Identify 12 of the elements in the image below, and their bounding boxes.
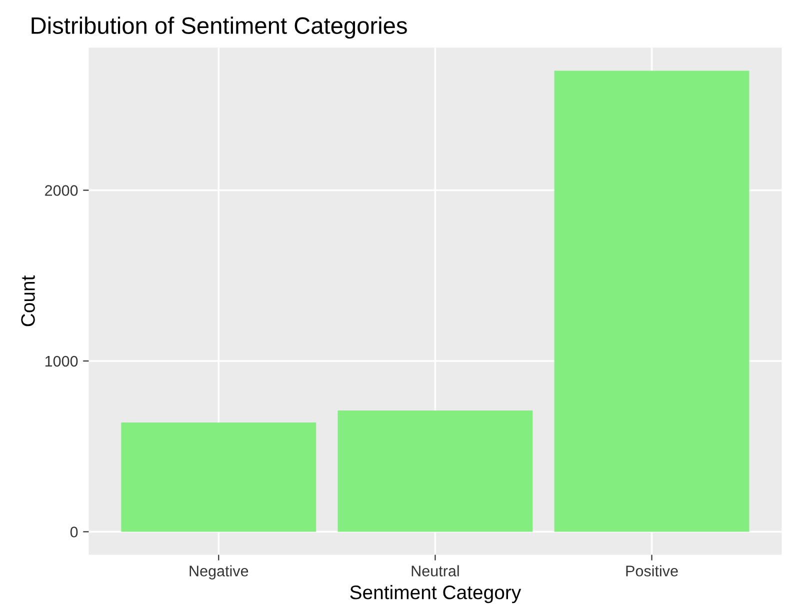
y-tick-label: 0	[70, 526, 78, 538]
bar	[554, 70, 750, 532]
chart-title: Distribution of Sentiment Categories	[32, 16, 407, 39]
bar	[338, 410, 533, 532]
x-axis-title: Sentiment Category	[350, 585, 522, 604]
y-axis-title: Count	[21, 275, 35, 326]
y-tick-label: 2000	[45, 185, 78, 196]
x-tick-label: Positive	[626, 565, 678, 576]
bar	[121, 422, 316, 532]
x-tick-label: Neutral	[412, 565, 459, 576]
x-tick-label: Negative	[190, 565, 248, 580]
y-tick-label: 1000	[45, 356, 78, 367]
